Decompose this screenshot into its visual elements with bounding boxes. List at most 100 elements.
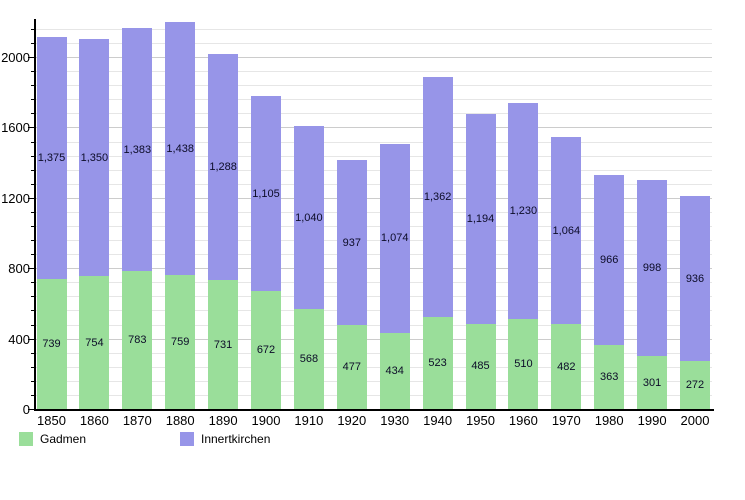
bar-value-innertkirchen-1960: 1,230 [509, 205, 538, 217]
y-axis-tick-240 [31, 366, 35, 368]
gridline-minor-640 [35, 296, 712, 298]
legend-swatch-innertkirchen [180, 432, 194, 446]
gridline-minor-560 [35, 310, 712, 312]
bar-value-innertkirchen-1970: 1,064 [552, 224, 581, 237]
gridline-minor-2080 [35, 42, 712, 44]
bar-value-innertkirchen-1890: 1,288 [209, 161, 237, 173]
bar-value-innertkirchen-1900: 1,105 [252, 187, 280, 200]
bar-value-gadmen-1890: 731 [213, 338, 233, 351]
bar-segment-gadmen-1850 [36, 278, 67, 409]
bar-value-gadmen-1920: 477 [342, 361, 361, 373]
y-axis-label-400: 400 [8, 331, 30, 347]
gridline-minor-240 [35, 366, 712, 368]
gridline-major-1200 [35, 197, 712, 199]
y-axis-tick-0 [28, 409, 35, 410]
bar-value-gadmen-1860: 754 [85, 336, 104, 349]
gridline-minor-80 [35, 394, 712, 396]
bar-segment-innertkirchen-1990 [637, 180, 668, 356]
bar-segment-gadmen-1950 [465, 323, 496, 409]
gridline-minor-480 [35, 324, 712, 326]
y-axis-tick-1520 [31, 141, 35, 143]
y-axis-tick-560 [31, 310, 35, 312]
y-axis-tick-880 [31, 254, 35, 256]
y-axis-tick-1920 [31, 71, 35, 73]
gridline-minor-1360 [35, 169, 712, 171]
bar-value-innertkirchen-1950: 1,194 [466, 212, 495, 225]
x-axis-label-1900: 1900 [251, 413, 281, 428]
x-axis-label-1980: 1980 [594, 413, 624, 428]
bar-value-innertkirchen-1860: 1,350 [80, 151, 109, 164]
bar-value-gadmen-1990: 301 [642, 376, 662, 389]
y-axis-tick-1200 [28, 197, 35, 199]
y-axis-tick-1360 [31, 169, 35, 171]
bar-segment-innertkirchen-2000 [680, 196, 710, 362]
y-axis-label-1600: 1600 [1, 120, 30, 136]
bar-value-gadmen-1850: 739 [42, 338, 61, 350]
gridline-minor-880 [35, 254, 712, 256]
y-axis-tick-2080 [31, 42, 35, 44]
y-axis-tick-800 [28, 268, 35, 270]
bar-value-gadmen-1880: 759 [171, 336, 190, 349]
x-axis-line [34, 409, 714, 411]
bar-segment-innertkirchen-1980 [594, 175, 625, 346]
y-axis-tick-320 [31, 352, 35, 354]
bar-value-gadmen-1930: 434 [385, 364, 404, 377]
x-axis-label-1970: 1970 [551, 413, 581, 428]
bar-segment-gadmen-1880 [165, 275, 196, 409]
gridline-minor-960 [35, 240, 712, 241]
y-axis-tick-1440 [31, 155, 35, 157]
bar-segment-innertkirchen-1880 [165, 22, 196, 276]
x-axis-label-1930: 1930 [380, 413, 410, 428]
bar-segment-gadmen-1870 [122, 271, 153, 409]
bar-segment-gadmen-1910 [293, 309, 324, 409]
gridline-minor-1680 [35, 113, 712, 115]
gridline-minor-1840 [35, 85, 712, 87]
bar-value-innertkirchen-2000: 936 [685, 272, 705, 285]
y-axis-tick-400 [28, 338, 35, 340]
bar-segment-gadmen-1960 [508, 319, 539, 409]
x-axis-label-1990: 1990 [637, 413, 667, 428]
bar-value-innertkirchen-1930: 1,074 [380, 232, 409, 245]
y-axis-label-1200: 1200 [1, 190, 30, 206]
bar-value-gadmen-1870: 783 [128, 334, 147, 347]
bar-segment-innertkirchen-1960 [508, 102, 539, 320]
bar-segment-innertkirchen-1930 [379, 143, 410, 333]
bar-value-innertkirchen-1920: 937 [342, 236, 361, 249]
bar-segment-innertkirchen-1890 [208, 53, 239, 281]
bar-segment-gadmen-1980 [594, 345, 625, 409]
y-axis-tick-1040 [31, 226, 35, 227]
bar-value-innertkirchen-1880: 1,438 [166, 142, 194, 155]
bar-segment-gadmen-1930 [379, 332, 410, 409]
bar-value-gadmen-1950: 485 [471, 360, 490, 373]
y-axis-label-0: 0 [22, 402, 30, 417]
y-axis-tick-480 [31, 324, 35, 326]
gridline-major-2000 [35, 57, 712, 58]
gridline-minor-720 [35, 282, 712, 284]
y-axis-line [34, 19, 36, 411]
x-axis-label-1940: 1940 [423, 413, 453, 428]
y-axis-label-2000: 2000 [1, 50, 30, 65]
x-axis-label-1910: 1910 [294, 413, 324, 428]
x-axis-label-1960: 1960 [508, 413, 538, 428]
bar-value-gadmen-1980: 363 [600, 371, 619, 384]
bar-segment-gadmen-1940 [422, 317, 453, 409]
bar-segment-innertkirchen-1950 [465, 113, 496, 324]
bar-value-gadmen-1910: 568 [299, 353, 319, 365]
y-axis-tick-1120 [31, 211, 35, 213]
x-axis-label-1890: 1890 [208, 413, 238, 428]
bar-segment-gadmen-1900 [251, 290, 281, 409]
y-axis-tick-1600 [28, 127, 35, 129]
gridline-minor-320 [35, 352, 712, 354]
legend-swatch-gadmen [19, 432, 33, 446]
y-axis-tick-160 [31, 380, 35, 382]
y-axis-tick-1760 [31, 99, 35, 101]
x-axis-label-1880: 1880 [165, 413, 195, 428]
bar-segment-gadmen-1920 [336, 325, 367, 409]
bar-segment-innertkirchen-1940 [422, 77, 453, 317]
x-axis-label-1950: 1950 [466, 413, 495, 428]
bar-value-innertkirchen-1910: 1,040 [295, 211, 323, 224]
bar-segment-gadmen-1860 [79, 276, 110, 409]
bar-value-gadmen-2000: 272 [685, 379, 705, 392]
bar-segment-innertkirchen-1900 [251, 96, 281, 291]
y-axis-tick-960 [31, 240, 35, 241]
